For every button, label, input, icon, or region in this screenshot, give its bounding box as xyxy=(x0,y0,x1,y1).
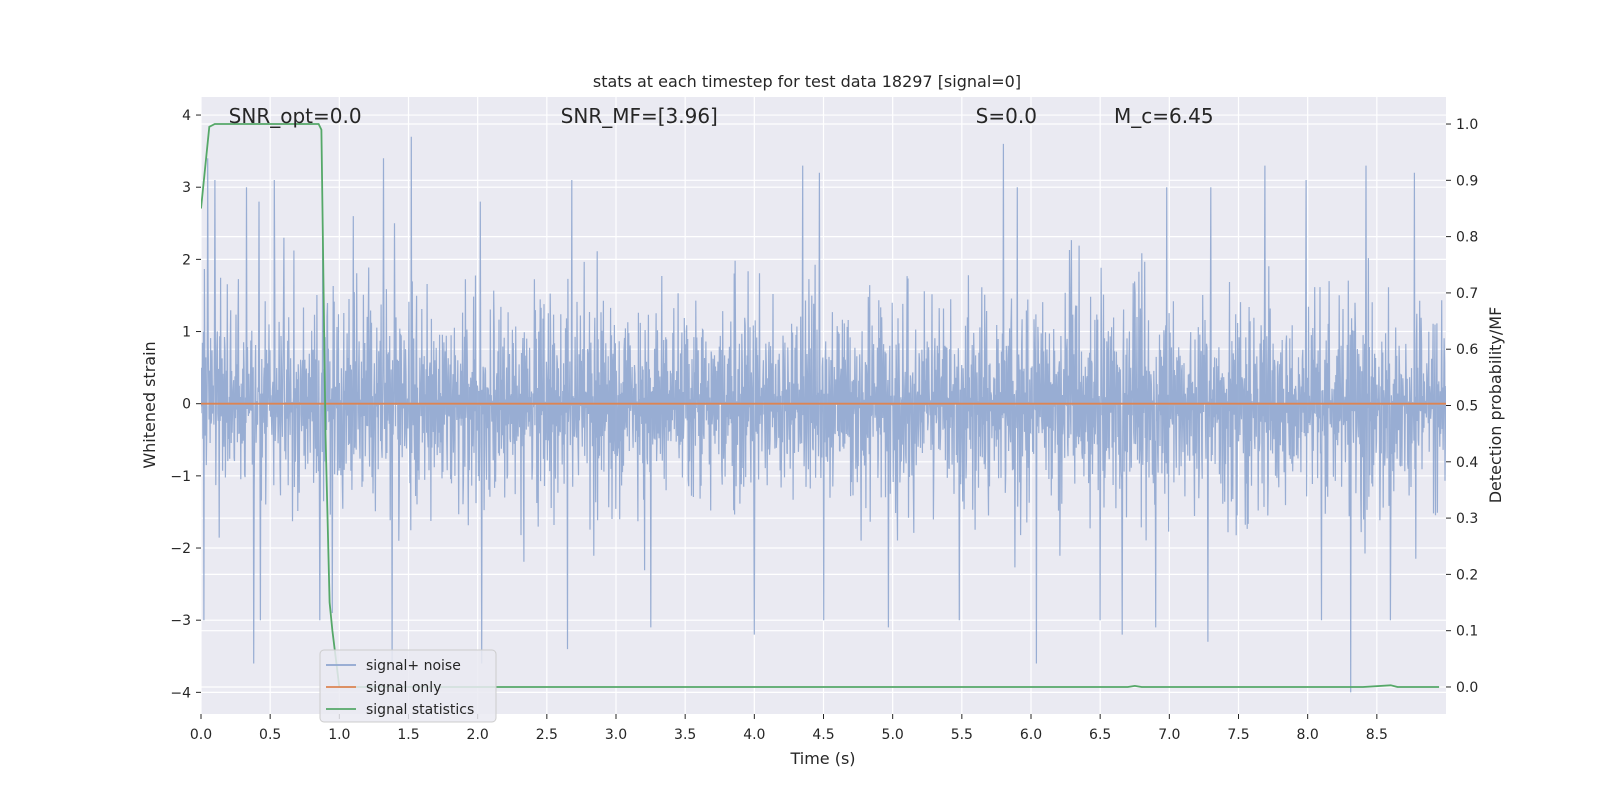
y-tick-label: −4 xyxy=(170,685,191,701)
x-tick-label: 4.5 xyxy=(812,727,834,743)
legend: signal+ noise signal only signal statistic… xyxy=(319,649,497,723)
annotation-2: S=0.0 xyxy=(976,104,1037,128)
annotation-3: M_c=6.45 xyxy=(1114,104,1214,128)
legend-label-2: signal statistics xyxy=(366,702,474,718)
y2-tick-label: 0.5 xyxy=(1456,399,1478,415)
y-tick-label: 4 xyxy=(182,108,191,124)
x-axis-label: Time (s) xyxy=(789,749,855,768)
y2-tick-label: 0.6 xyxy=(1456,342,1478,358)
y-tick-label: 2 xyxy=(182,252,191,268)
y2-tick-label: 0.4 xyxy=(1456,455,1478,471)
y-tick-label: −3 xyxy=(170,613,191,629)
x-tick-label: 6.0 xyxy=(1020,727,1042,743)
annotation-0: SNR_opt=0.0 xyxy=(229,104,362,128)
x-tick-label: 7.5 xyxy=(1227,727,1249,743)
y-tick-label: 0 xyxy=(182,397,191,413)
series-signal-noise xyxy=(201,136,1446,693)
y2-tick-label: 0.2 xyxy=(1456,567,1478,583)
y-tick-label: −1 xyxy=(170,469,191,485)
x-tick-label: 4.0 xyxy=(743,727,765,743)
x-tick-label: 8.0 xyxy=(1297,727,1319,743)
x-tick-label: 1.0 xyxy=(328,727,350,743)
x-axis: 0.0 0.5 1.0 1.5 2.0 2.5 3.0 3.5 4.0 4.5 5.0 5.5 6.0 6… xyxy=(190,714,1388,743)
y2-tick-label: 0.1 xyxy=(1456,624,1478,640)
x-tick-label: 3.0 xyxy=(605,727,627,743)
chart-title: stats at each timestep for test data 182… xyxy=(593,72,1021,91)
y-tick-label: 3 xyxy=(182,180,191,196)
x-tick-label: 5.5 xyxy=(951,727,973,743)
x-tick-label: 0.5 xyxy=(259,727,281,743)
x-tick-label: 5.0 xyxy=(882,727,904,743)
x-tick-label: 2.5 xyxy=(536,727,558,743)
y2-tick-label: 0.0 xyxy=(1456,680,1478,696)
x-tick-label: 2.0 xyxy=(467,727,489,743)
y2-axis-label: Detection probability/MF xyxy=(1486,307,1505,504)
y-tick-label: −2 xyxy=(170,541,191,557)
x-tick-label: 7.0 xyxy=(1158,727,1180,743)
annotations: SNR_opt=0.0 SNR_MF=[3.96] S=0.0 M_c=6.45 xyxy=(229,104,1214,128)
x-tick-label: 6.5 xyxy=(1089,727,1111,743)
x-tick-label: 3.5 xyxy=(674,727,696,743)
y2-tick-label: 1.0 xyxy=(1456,117,1478,133)
legend-label-1: signal only xyxy=(366,680,441,696)
y2-tick-label: 0.8 xyxy=(1456,230,1478,246)
x-tick-label: 0.0 xyxy=(190,727,212,743)
legend-label-0: signal+ noise xyxy=(366,658,461,674)
y2-tick-label: 0.9 xyxy=(1456,173,1478,189)
y2-tick-label: 0.3 xyxy=(1456,511,1478,527)
y-tick-label: 1 xyxy=(182,325,191,341)
y2-tick-label: 0.7 xyxy=(1456,286,1478,302)
x-tick-label: 8.5 xyxy=(1366,727,1388,743)
legend-box xyxy=(319,649,497,723)
y-axis-left: 4 3 2 1 0 −1 −2 −3 −4 xyxy=(170,108,201,701)
x-tick-label: 1.5 xyxy=(397,727,419,743)
annotation-1: SNR_MF=[3.96] xyxy=(561,104,718,128)
y-axis-label: Whitened strain xyxy=(140,341,159,468)
y-axis-right: 1.0 0.9 0.8 0.7 0.6 0.5 0.4 0.3 0.2 0.1 0.0 xyxy=(1446,117,1478,696)
